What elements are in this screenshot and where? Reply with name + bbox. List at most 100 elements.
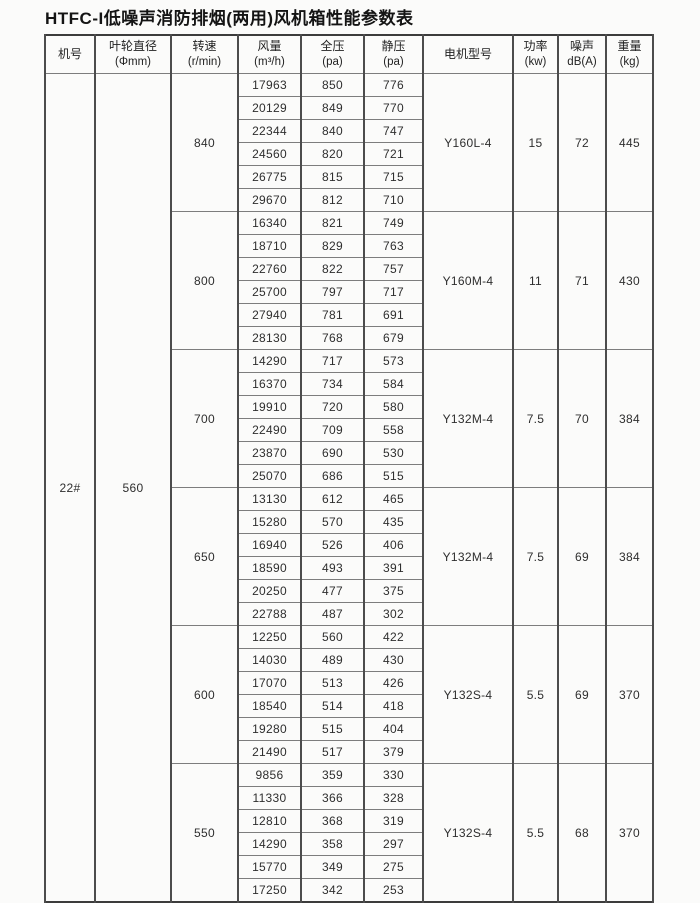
cell-total-pressure: 797 xyxy=(300,280,365,304)
cell-static-pressure: 391 xyxy=(363,556,424,580)
cell-total-pressure: 822 xyxy=(300,257,365,281)
cell-static-pressure: 747 xyxy=(363,119,424,143)
table-row: 20129 849 770 xyxy=(45,96,653,120)
cell-weight: 370 xyxy=(605,763,654,903)
cell-static-pressure: 717 xyxy=(363,280,424,304)
table-row: 800 16340 821 749 Y160M-4 11 71 430 xyxy=(45,211,654,350)
cell-noise: 69 xyxy=(557,625,607,764)
cell-flow: 18540 xyxy=(237,694,302,718)
cell-flow: 12810 xyxy=(237,809,302,833)
cell-total-pressure: 359 xyxy=(300,763,365,787)
cell-flow: 19910 xyxy=(237,395,302,419)
cell-flow: 22344 xyxy=(237,119,302,143)
table-row: 700 14290 717 573 Y132M-4 7.5 70 384 xyxy=(45,349,654,488)
table-row: 14030 489 430 xyxy=(45,648,653,672)
cell-power: 7.5 xyxy=(512,487,559,626)
cell-power: 15 xyxy=(512,73,559,212)
cell-flow: 14290 xyxy=(237,832,302,856)
header-impeller-diameter: 叶轮直径 (Φmm) xyxy=(94,34,172,74)
table-row: 18710 829 763 xyxy=(45,234,653,258)
cell-weight: 370 xyxy=(605,625,654,764)
cell-total-pressure: 717 xyxy=(300,349,365,373)
cell-flow: 15770 xyxy=(237,855,302,879)
cell-static-pressure: 776 xyxy=(363,73,424,97)
header-weight: 重量 (kg) xyxy=(605,34,654,74)
table-row: 22# 560 840 17963 850 776 Y160L-4 15 72 … xyxy=(44,73,654,903)
fan-performance-table: 机号 叶轮直径 (Φmm) 转速 (r/min) 风量 (m³/h) 全压 (pa) 静… xyxy=(44,34,654,903)
cell-static-pressure: 573 xyxy=(363,349,424,373)
cell-static-pressure: 710 xyxy=(363,188,424,212)
cell-flow: 16340 xyxy=(237,211,302,235)
cell-weight: 445 xyxy=(605,73,654,212)
cell-total-pressure: 487 xyxy=(300,602,365,626)
table-row: 14290 358 297 xyxy=(45,832,653,856)
cell-total-pressure: 514 xyxy=(300,694,365,718)
cell-flow: 19280 xyxy=(237,717,302,741)
cell-static-pressure: 721 xyxy=(363,142,424,166)
cell-impeller-diameter: 560 xyxy=(94,73,172,903)
table-row: 17250 342 253 xyxy=(45,878,653,903)
table-body: 22# 560 840 17963 850 776 Y160L-4 15 72 … xyxy=(44,73,654,903)
cell-total-pressure: 781 xyxy=(300,303,365,327)
cell-weight: 384 xyxy=(605,349,654,488)
cell-flow: 20129 xyxy=(237,96,302,120)
cell-total-pressure: 358 xyxy=(300,832,365,856)
cell-noise: 69 xyxy=(557,487,607,626)
cell-static-pressure: 328 xyxy=(363,786,424,810)
header-total-pressure: 全压 (pa) xyxy=(300,34,365,74)
cell-total-pressure: 829 xyxy=(300,234,365,258)
table-row: 650 13130 612 465 Y132M-4 7.5 69 384 xyxy=(45,487,654,626)
cell-static-pressure: 379 xyxy=(363,740,424,764)
cell-static-pressure: 275 xyxy=(363,855,424,879)
cell-total-pressure: 690 xyxy=(300,441,365,465)
cell-static-pressure: 584 xyxy=(363,372,424,396)
cell-static-pressure: 757 xyxy=(363,257,424,281)
cell-total-pressure: 734 xyxy=(300,372,365,396)
cell-flow: 25700 xyxy=(237,280,302,304)
header-static-pressure: 静压 (pa) xyxy=(363,34,424,74)
cell-static-pressure: 418 xyxy=(363,694,424,718)
cell-total-pressure: 560 xyxy=(300,625,365,649)
cell-static-pressure: 770 xyxy=(363,96,424,120)
cell-flow: 16370 xyxy=(237,372,302,396)
cell-motor-model: Y160L-4 xyxy=(422,73,514,212)
cell-flow: 21490 xyxy=(237,740,302,764)
cell-flow: 28130 xyxy=(237,326,302,350)
header-power: 功率 (kw) xyxy=(512,34,559,74)
cell-flow: 23870 xyxy=(237,441,302,465)
cell-noise: 68 xyxy=(557,763,607,903)
cell-total-pressure: 513 xyxy=(300,671,365,695)
cell-static-pressure: 515 xyxy=(363,464,424,488)
cell-motor-model: Y132M-4 xyxy=(422,487,514,626)
table-row: 21490 517 379 xyxy=(45,740,653,764)
table-row: 20250 477 375 xyxy=(45,579,653,603)
cell-static-pressure: 406 xyxy=(363,533,424,557)
cell-static-pressure: 330 xyxy=(363,763,424,787)
cell-static-pressure: 422 xyxy=(363,625,424,649)
table-row: 12810 368 319 xyxy=(45,809,653,833)
cell-flow: 26775 xyxy=(237,165,302,189)
cell-total-pressure: 493 xyxy=(300,556,365,580)
header-speed: 转速 (r/min) xyxy=(170,34,239,74)
cell-static-pressure: 679 xyxy=(363,326,424,350)
cell-static-pressure: 691 xyxy=(363,303,424,327)
cell-machine-no: 22# xyxy=(44,73,96,903)
cell-total-pressure: 515 xyxy=(300,717,365,741)
cell-speed: 650 xyxy=(170,487,239,626)
cell-speed: 600 xyxy=(170,625,239,764)
table-row: 29670 812 710 xyxy=(45,188,653,212)
table-row: 22344 840 747 xyxy=(45,119,653,143)
cell-speed: 840 xyxy=(170,73,239,212)
cell-flow: 15280 xyxy=(237,510,302,534)
cell-total-pressure: 368 xyxy=(300,809,365,833)
cell-total-pressure: 517 xyxy=(300,740,365,764)
header-noise: 噪声 dB(A) xyxy=(557,34,607,74)
cell-noise: 70 xyxy=(557,349,607,488)
cell-flow: 20250 xyxy=(237,579,302,603)
cell-total-pressure: 477 xyxy=(300,579,365,603)
cell-power: 7.5 xyxy=(512,349,559,488)
page-title: HTFC-I低噪声消防排烟(两用)风机箱性能参数表 xyxy=(45,9,414,28)
table-row: 19910 720 580 xyxy=(45,395,653,419)
cell-motor-model: Y132M-4 xyxy=(422,349,514,488)
